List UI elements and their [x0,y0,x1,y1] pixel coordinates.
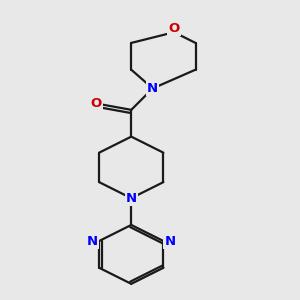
Text: N: N [126,192,137,205]
Text: N: N [87,235,98,248]
Text: O: O [91,97,102,110]
Text: O: O [169,22,180,35]
Text: N: N [164,235,175,248]
Text: N: N [147,82,158,95]
